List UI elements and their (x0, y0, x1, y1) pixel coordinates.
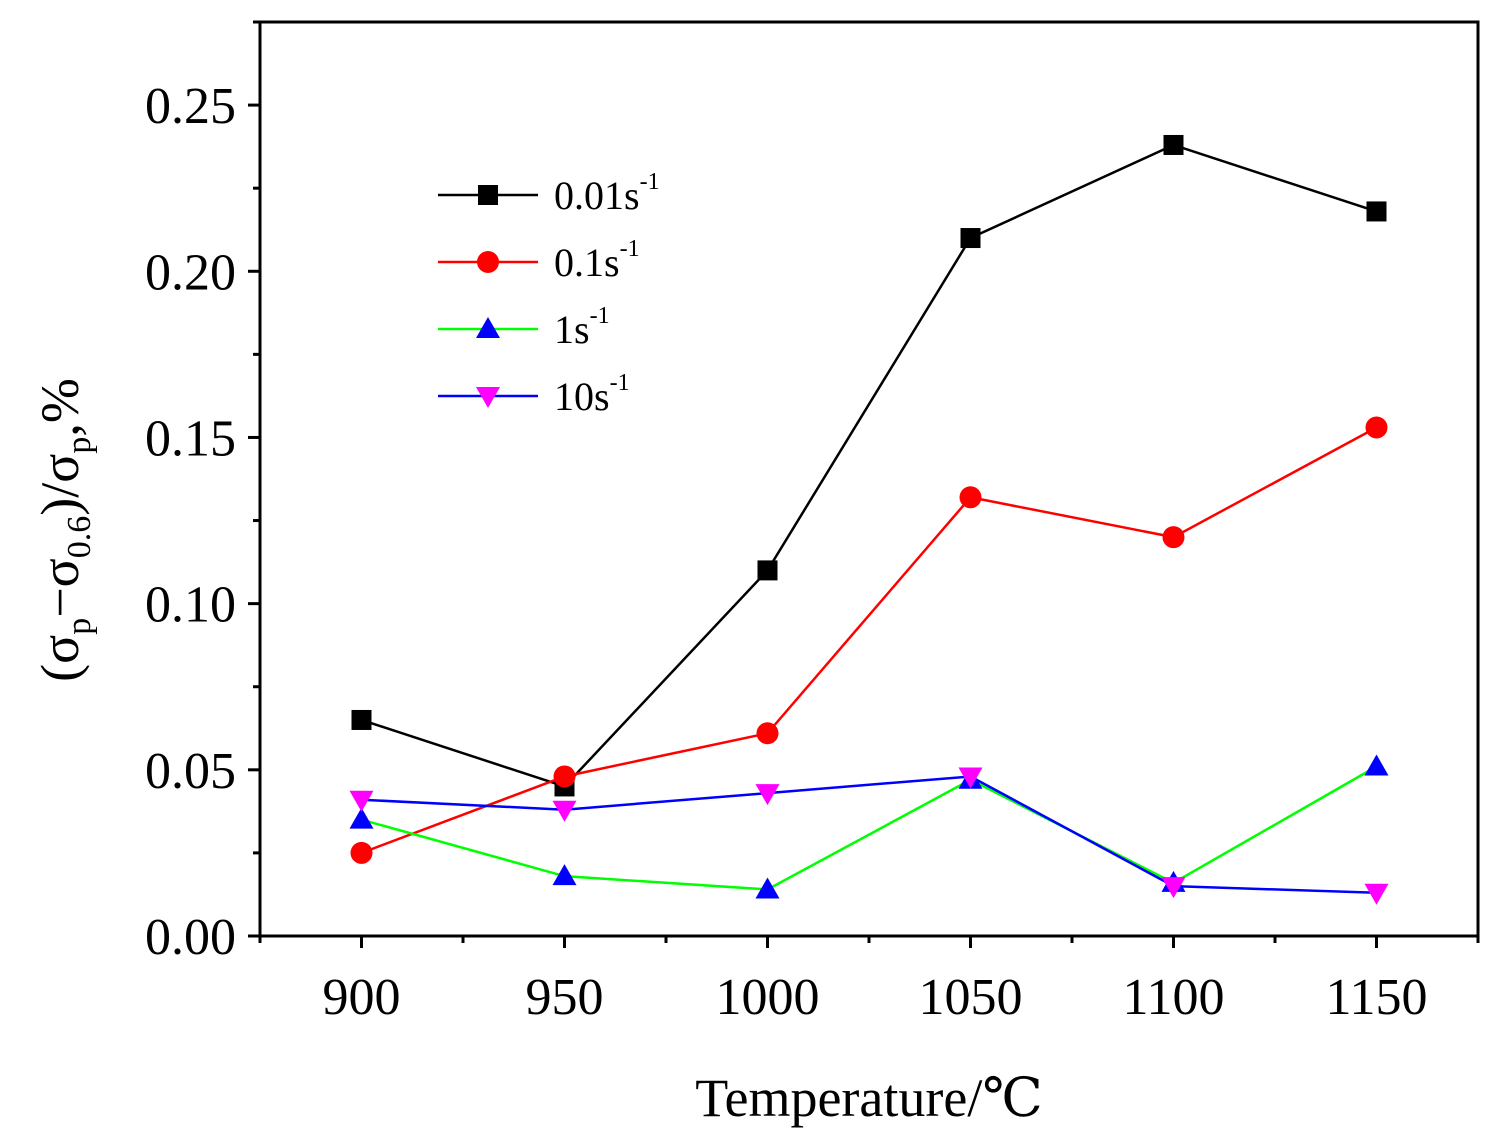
y-title-sub2: 0.6 (61, 516, 98, 559)
y-tick-label: 0.20 (145, 244, 236, 301)
legend-item: 0.1s-1 (438, 236, 640, 285)
x-tick-label: 900 (323, 969, 401, 1026)
series-line (361, 426, 1378, 855)
data-point (755, 784, 780, 806)
data-point (1161, 877, 1186, 899)
x-tick-label: 1100 (1122, 969, 1224, 1026)
ticks: 900 950 1000 1050 1100 1150 0.00 0.05 0.10 0.15 0.… (145, 20, 1480, 1026)
data-point (351, 709, 372, 730)
series-0 (351, 134, 1387, 797)
data-point (350, 841, 373, 864)
x-axis-title: Temperature/℃ (695, 1068, 1042, 1128)
series-3 (349, 767, 1389, 905)
series-line (361, 765, 1378, 891)
x-tick-label: 1150 (1325, 969, 1427, 1026)
legend-marker (478, 185, 498, 205)
legend-label: 0.1s-1 (554, 236, 640, 285)
series-1 (350, 416, 1388, 864)
data-point (553, 765, 576, 788)
y-title-tail: ,% (30, 378, 90, 436)
legend-label: 10s-1 (554, 370, 630, 419)
y-title-sub3: p (61, 437, 98, 454)
data-point (757, 560, 778, 581)
y-axis-title: (σp−σ0.6)/σp,% (30, 378, 98, 682)
plot-frame (258, 20, 1480, 938)
data-point (349, 790, 374, 812)
x-tick-label: 950 (526, 969, 604, 1026)
data-point (755, 877, 780, 899)
series-line (361, 143, 1377, 788)
data-point (1364, 883, 1389, 905)
series-line (361, 775, 1377, 895)
y-tick-label: 0.10 (145, 577, 236, 634)
legend-item: 1s-1 (438, 303, 610, 352)
data-point (756, 722, 779, 745)
y-tick-label: 0.00 (145, 909, 236, 966)
data-point (1163, 134, 1184, 155)
data-point (959, 486, 982, 509)
data-point (958, 767, 983, 789)
y-title-minus: −σ (30, 558, 90, 618)
data-point (1365, 416, 1388, 439)
data-point (552, 800, 577, 822)
x-tick-label: 1000 (716, 969, 820, 1026)
legend-marker (476, 387, 500, 408)
data-point (960, 228, 981, 249)
y-tick-label: 0.25 (145, 78, 236, 135)
y-title-open: (σ (30, 635, 90, 682)
data-point (552, 864, 577, 886)
y-title-close: )/σ (30, 454, 90, 516)
series (349, 134, 1389, 905)
y-title-sub1: p (61, 618, 98, 635)
data-point (1366, 201, 1387, 222)
legend: 0.01s-1 0.1s-1 1s-1 10s-1 (438, 169, 660, 419)
data-point (1162, 526, 1185, 549)
legend-label: 0.01s-1 (554, 169, 660, 218)
data-point (349, 807, 374, 829)
series-2 (349, 754, 1389, 899)
legend-marker (477, 251, 499, 273)
legend-label: 1s-1 (554, 303, 610, 352)
legend-marker (476, 317, 500, 338)
legend-item: 0.01s-1 (438, 169, 660, 218)
x-tick-label: 1050 (919, 969, 1023, 1026)
data-point (1364, 754, 1389, 776)
legend-item: 10s-1 (438, 370, 630, 419)
y-tick-label: 0.15 (145, 410, 236, 467)
y-tick-label: 0.05 (145, 743, 236, 800)
